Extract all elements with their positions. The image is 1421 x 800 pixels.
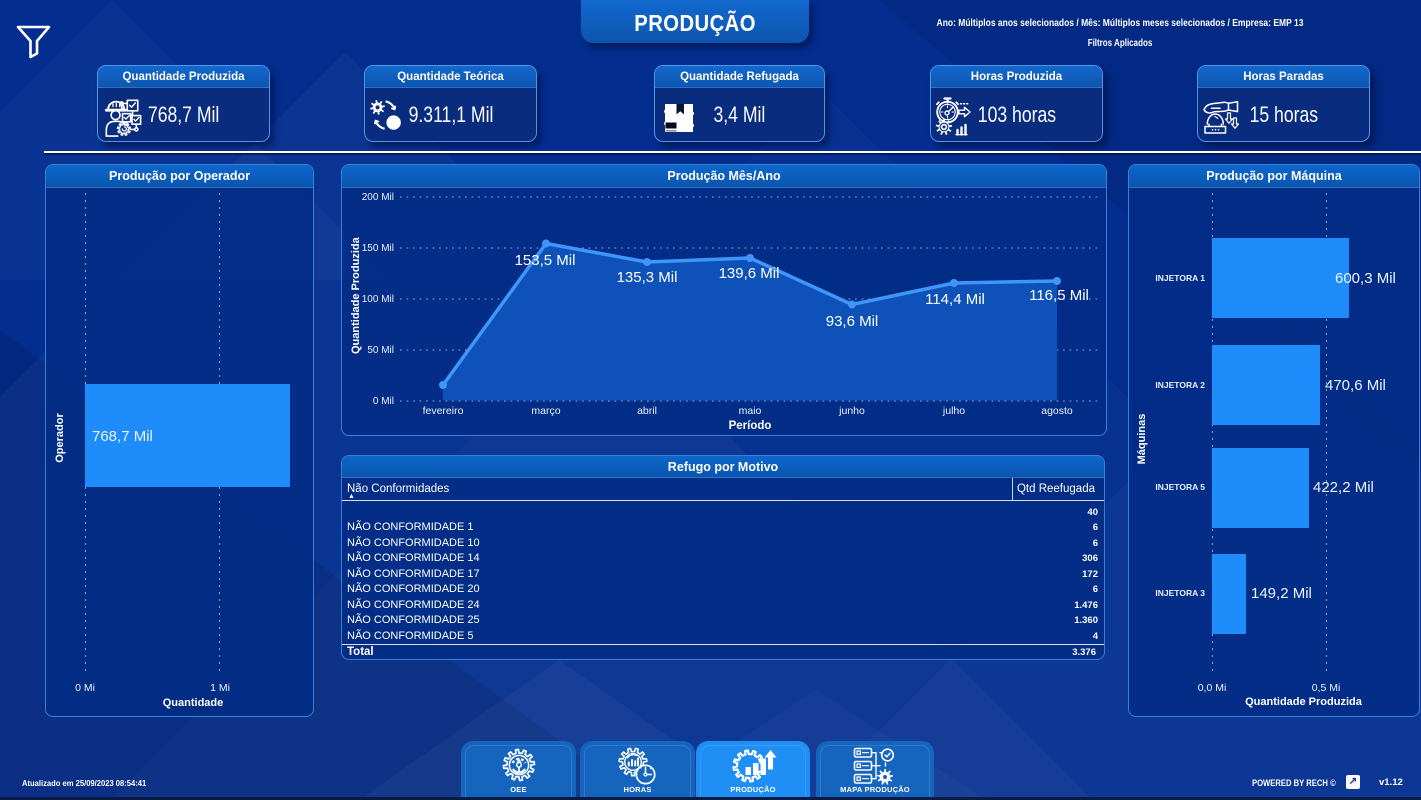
- svg-text:0 Mil: 0 Mil: [373, 396, 394, 407]
- svg-text:150 Mil: 150 Mil: [362, 243, 394, 254]
- svg-text:Período: Período: [729, 420, 772, 432]
- svg-text:100 Mil: 100 Mil: [362, 294, 394, 305]
- svg-text:fevereiro: fevereiro: [423, 405, 464, 417]
- svg-text:153,5 Mil: 153,5 Mil: [515, 252, 576, 269]
- svg-text:93,6 Mil: 93,6 Mil: [826, 313, 879, 330]
- svg-text:200 Mil: 200 Mil: [362, 192, 394, 203]
- svg-text:abril: abril: [637, 405, 657, 417]
- svg-text:maio: maio: [739, 405, 762, 417]
- svg-text:julho: julho: [942, 405, 965, 417]
- svg-text:50 Mil: 50 Mil: [367, 345, 394, 356]
- svg-text:114,4 Mil: 114,4 Mil: [925, 291, 985, 308]
- svg-text:agosto: agosto: [1041, 405, 1073, 417]
- svg-text:135,3 Mil: 135,3 Mil: [617, 269, 678, 286]
- svg-text:116,5 Mil: 116,5 Mil: [1029, 287, 1089, 304]
- svg-text:março: março: [531, 405, 560, 417]
- svg-text:139,6 Mil: 139,6 Mil: [719, 265, 780, 282]
- svg-text:junho: junho: [838, 405, 865, 417]
